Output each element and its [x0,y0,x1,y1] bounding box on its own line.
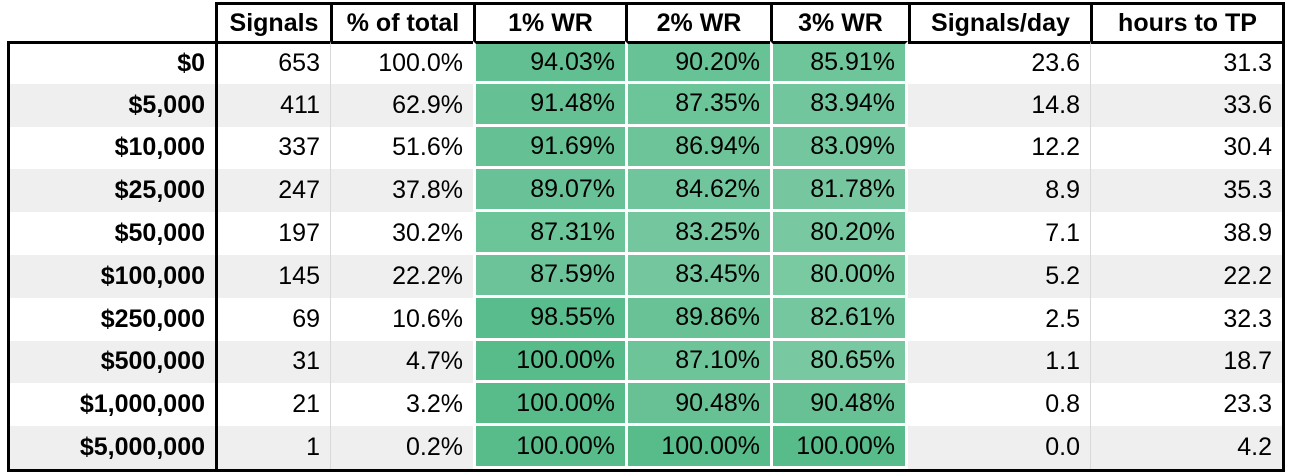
cell-wr3[interactable]: 90.48% [770,383,908,427]
cell-hours_to_tp[interactable]: 22.2 [1090,254,1285,298]
header-cell-wr3[interactable]: 3% WR [770,2,908,41]
cell-pct_of_total[interactable]: 51.6% [330,126,473,170]
cell-signals_per_day[interactable]: 0.0 [908,426,1090,469]
header-cell-hours_to_tp[interactable]: hours to TP [1090,2,1285,41]
cell-pct_of_total[interactable]: 37.8% [330,169,473,213]
cell-signals[interactable]: 247 [215,169,330,213]
cell-signals_per_day[interactable]: 0.8 [908,383,1090,427]
cell-wr3[interactable]: 80.00% [770,254,908,298]
cell-wr2[interactable]: 87.10% [625,340,770,384]
cell-signals_per_day[interactable]: 12.2 [908,126,1090,170]
cell-wr2[interactable]: 87.35% [625,83,770,127]
cell-signals[interactable]: 145 [215,254,330,298]
cell-signals[interactable]: 197 [215,212,330,255]
cell-pct_of_total[interactable]: 10.6% [330,297,473,341]
cell-hours_to_tp[interactable]: 33.6 [1090,83,1285,127]
row-label[interactable]: $1,000,000 [7,383,215,427]
cell-wr1[interactable]: 98.55% [473,297,625,341]
header-cell-wr1[interactable]: 1% WR [473,2,625,41]
cell-wr2[interactable]: 89.86% [625,297,770,341]
cell-wr3[interactable]: 85.91% [770,41,908,84]
table-grid: Signals% of total 1% WR 2% WR 3% WR Signals/… [7,2,1285,469]
cell-signals_per_day[interactable]: 7.1 [908,212,1090,255]
cell-wr1[interactable]: 100.00% [473,383,625,427]
cell-signals_per_day[interactable]: 2.5 [908,297,1090,341]
cell-wr1[interactable]: 100.00% [473,340,625,384]
cell-signals[interactable]: 1 [215,426,330,469]
cell-hours_to_tp[interactable]: 35.3 [1090,169,1285,213]
cell-wr3[interactable]: 83.94% [770,83,908,127]
cell-wr3[interactable]: 83.09% [770,126,908,170]
cell-wr1[interactable]: 89.07% [473,169,625,213]
cell-wr3[interactable]: 82.61% [770,297,908,341]
cell-wr1[interactable]: 100.00% [473,426,625,469]
cell-signals[interactable]: 411 [215,83,330,127]
cell-wr2[interactable]: 83.45% [625,254,770,298]
cell-hours_to_tp[interactable]: 32.3 [1090,297,1285,341]
cell-wr2[interactable]: 83.25% [625,212,770,255]
cell-hours_to_tp[interactable]: 18.7 [1090,340,1285,384]
cell-hours_to_tp[interactable]: 31.3 [1090,41,1285,84]
cell-wr3[interactable]: 80.20% [770,212,908,255]
table-bottom-border [7,468,1285,472]
cell-wr2[interactable]: 84.62% [625,169,770,213]
cell-hours_to_tp[interactable]: 30.4 [1090,126,1285,170]
cell-signals_per_day[interactable]: 14.8 [908,83,1090,127]
row-label[interactable]: $500,000 [7,340,215,384]
corner-cell [7,2,215,41]
cell-signals[interactable]: 337 [215,126,330,170]
row-label[interactable]: $250,000 [7,297,215,341]
row-label[interactable]: $25,000 [7,169,215,213]
cell-signals_per_day[interactable]: 23.6 [908,41,1090,84]
header-cell-wr2[interactable]: 2% WR [625,2,770,41]
row-label[interactable]: $10,000 [7,126,215,170]
cell-signals_per_day[interactable]: 1.1 [908,340,1090,384]
cell-wr1[interactable]: 87.59% [473,254,625,298]
cell-pct_of_total[interactable]: 22.2% [330,254,473,298]
row-label[interactable]: $100,000 [7,254,215,298]
cell-signals[interactable]: 69 [215,297,330,341]
cell-signals[interactable]: 31 [215,340,330,384]
cell-wr1[interactable]: 87.31% [473,212,625,255]
cell-wr3[interactable]: 81.78% [770,169,908,213]
cell-signals_per_day[interactable]: 5.2 [908,254,1090,298]
cell-signals[interactable]: 21 [215,383,330,427]
header-cell-signals[interactable]: Signals [215,2,330,41]
row-label[interactable]: $50,000 [7,212,215,255]
cell-hours_to_tp[interactable]: 23.3 [1090,383,1285,427]
cell-pct_of_total[interactable]: 62.9% [330,83,473,127]
header-cell-signals_per_day[interactable]: Signals/day [908,2,1090,41]
cell-pct_of_total[interactable]: 3.2% [330,383,473,427]
cell-wr1[interactable]: 91.69% [473,126,625,170]
cell-hours_to_tp[interactable]: 4.2 [1090,426,1285,469]
cell-signals[interactable]: 653 [215,41,330,84]
cell-wr2[interactable]: 90.20% [625,41,770,84]
cell-wr1[interactable]: 94.03% [473,41,625,84]
cell-pct_of_total[interactable]: 4.7% [330,340,473,384]
cell-wr3[interactable]: 100.00% [770,426,908,469]
cell-pct_of_total[interactable]: 0.2% [330,426,473,469]
cell-pct_of_total[interactable]: 100.0% [330,41,473,84]
row-label[interactable]: $5,000 [7,83,215,127]
row-label[interactable]: $0 [7,41,215,84]
spreadsheet-table: Signals% of total 1% WR 2% WR 3% WR Signals/… [7,2,1285,472]
cell-wr3[interactable]: 80.65% [770,340,908,384]
cell-wr1[interactable]: 91.48% [473,83,625,127]
cell-wr2[interactable]: 100.00% [625,426,770,469]
row-label[interactable]: $5,000,000 [7,426,215,469]
cell-hours_to_tp[interactable]: 38.9 [1090,212,1285,255]
header-cell-pct_of_total[interactable]: % of total [330,2,473,41]
cell-wr2[interactable]: 86.94% [625,126,770,170]
cell-pct_of_total[interactable]: 30.2% [330,212,473,255]
cell-wr2[interactable]: 90.48% [625,383,770,427]
cell-signals_per_day[interactable]: 8.9 [908,169,1090,213]
